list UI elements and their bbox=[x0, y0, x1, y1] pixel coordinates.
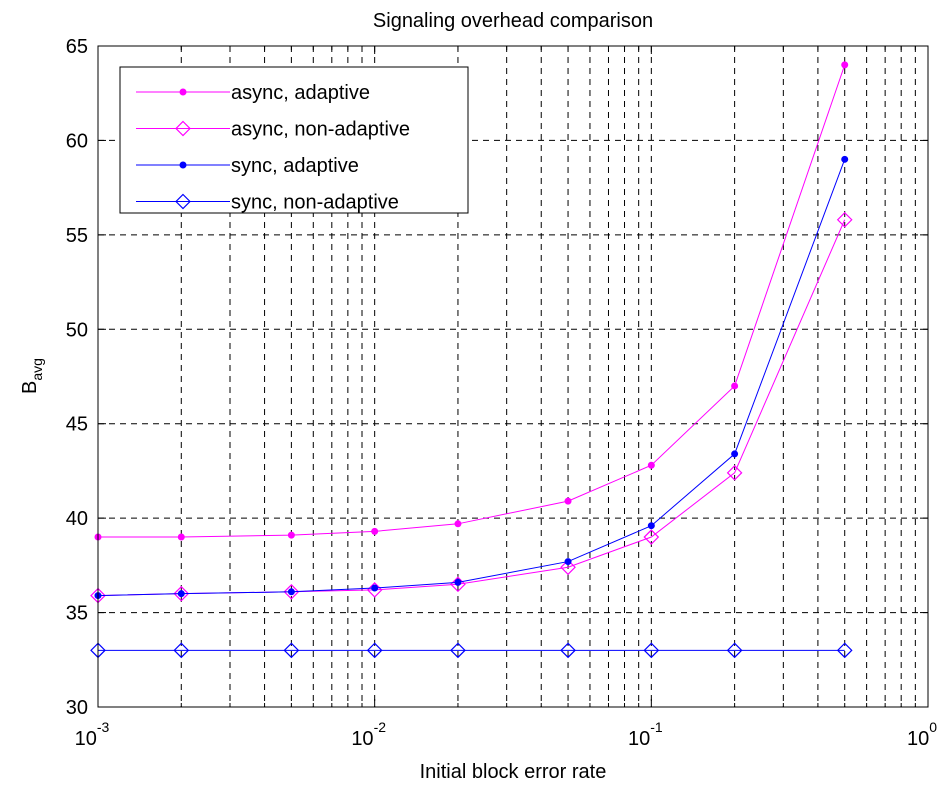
legend-label: async, adaptive bbox=[231, 82, 370, 104]
data-point bbox=[177, 590, 185, 598]
data-point bbox=[643, 529, 660, 545]
x-tick-label: 100 bbox=[907, 719, 937, 750]
x-tick-label-base: 10 bbox=[351, 728, 373, 750]
data-point bbox=[450, 642, 466, 659]
legend-marker bbox=[175, 120, 191, 137]
data-point bbox=[560, 559, 576, 576]
chart-title: Signaling overhead comparison bbox=[373, 10, 653, 32]
series-sync-non-adaptive bbox=[90, 642, 853, 659]
x-tick-label-exponent: -3 bbox=[97, 719, 110, 735]
plot-frame bbox=[97, 45, 929, 708]
y-tick-label: 65 bbox=[66, 36, 88, 58]
y-axis-label: Bavg bbox=[19, 358, 45, 394]
y-axis-label-subscript: avg bbox=[29, 358, 45, 381]
x-axis-label: Initial block error rate bbox=[420, 761, 607, 783]
legend-label: sync, adaptive bbox=[231, 155, 359, 177]
legend-label: sync, non-adaptive bbox=[231, 192, 399, 214]
data-point bbox=[287, 588, 295, 596]
data-point bbox=[564, 558, 572, 566]
data-point bbox=[371, 527, 379, 535]
x-tick-label: 10-1 bbox=[628, 719, 663, 750]
data-series bbox=[90, 61, 853, 659]
x-tick-label-exponent: 0 bbox=[929, 719, 937, 735]
legend-label: async, non-adaptive bbox=[231, 119, 410, 141]
data-point bbox=[371, 584, 379, 592]
legend-entry: async, non-adaptive bbox=[136, 119, 410, 141]
x-tick-label-base: 10 bbox=[75, 728, 97, 750]
data-point bbox=[564, 497, 572, 505]
legend-box bbox=[119, 66, 469, 214]
data-point bbox=[287, 531, 295, 539]
legend-marker bbox=[179, 161, 187, 169]
data-point bbox=[841, 61, 849, 69]
data-point bbox=[173, 585, 190, 602]
data-point bbox=[836, 211, 853, 228]
y-tick-label: 50 bbox=[66, 319, 88, 341]
data-point bbox=[173, 642, 190, 659]
x-tick-label-base: 10 bbox=[907, 728, 929, 750]
data-point bbox=[647, 461, 655, 469]
x-tick-label: 10-3 bbox=[75, 719, 110, 750]
data-point bbox=[560, 642, 576, 659]
legend-entry: async, adaptive bbox=[136, 82, 370, 104]
data-point bbox=[836, 642, 853, 659]
data-point bbox=[731, 450, 739, 458]
data-point bbox=[454, 520, 462, 528]
series-async-adaptive bbox=[94, 61, 849, 541]
data-point bbox=[283, 642, 300, 659]
y-tick-label: 60 bbox=[66, 130, 88, 152]
y-tick-label: 30 bbox=[66, 697, 88, 719]
legend-entry: sync, non-adaptive bbox=[136, 192, 399, 214]
data-point bbox=[283, 583, 300, 600]
x-tick-label: 10-2 bbox=[351, 719, 386, 750]
series-sync-adaptive bbox=[94, 155, 849, 600]
data-point bbox=[841, 155, 849, 163]
data-point bbox=[731, 382, 739, 390]
x-tick-label-exponent: -1 bbox=[650, 719, 663, 735]
x-tick-label-exponent: -2 bbox=[374, 719, 387, 735]
y-tick-label: 35 bbox=[66, 603, 88, 625]
data-point bbox=[643, 642, 660, 659]
x-tick-label-base: 10 bbox=[628, 728, 650, 750]
legend-entry: sync, adaptive bbox=[136, 155, 359, 177]
data-point bbox=[454, 578, 462, 586]
data-point bbox=[726, 642, 743, 659]
y-tick-label: 45 bbox=[66, 414, 88, 436]
data-point bbox=[726, 464, 743, 481]
data-point bbox=[177, 533, 185, 541]
data-point bbox=[647, 522, 655, 530]
legend: async, adaptive async, non-adaptive sync, … bbox=[119, 66, 469, 214]
data-point bbox=[366, 642, 383, 659]
legend-marker bbox=[175, 193, 191, 210]
y-tick-label: 40 bbox=[66, 508, 88, 530]
legend-marker bbox=[179, 88, 187, 96]
y-axis-label-main: B bbox=[19, 381, 41, 394]
y-tick-label: 55 bbox=[66, 225, 88, 247]
